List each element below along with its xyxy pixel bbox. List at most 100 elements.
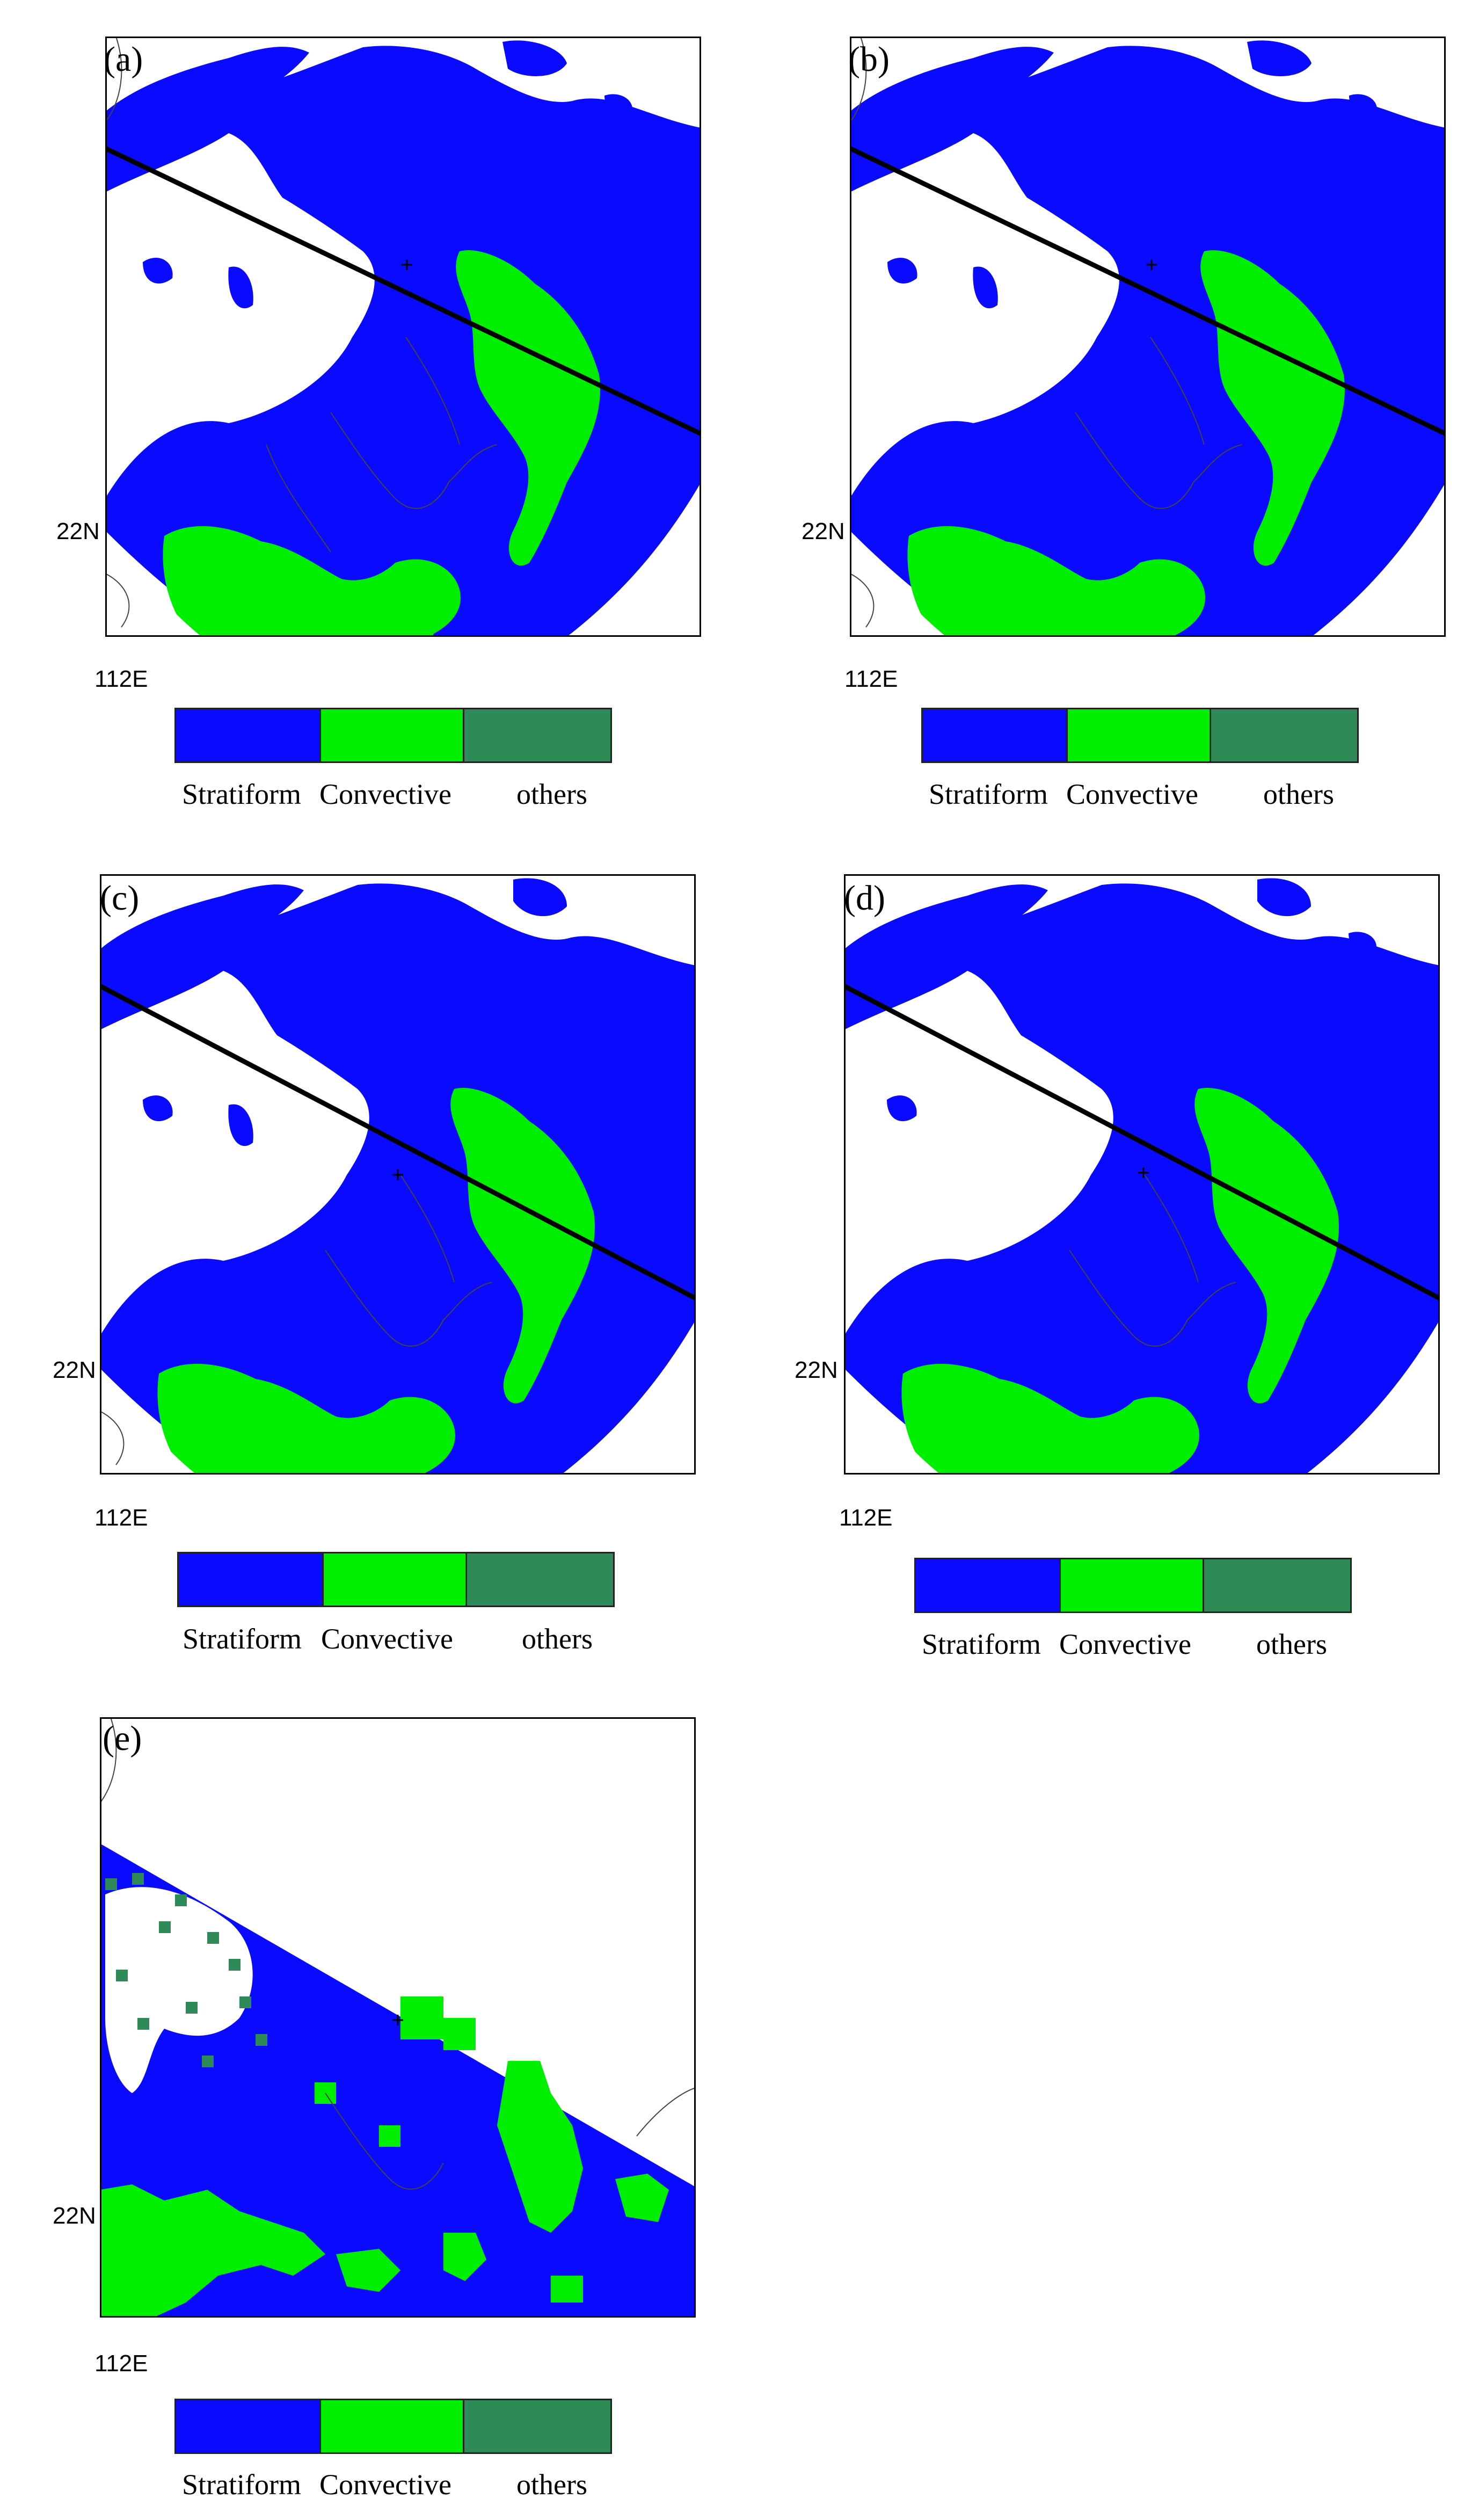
legend-bar <box>174 2399 612 2454</box>
panel-label: (a) <box>104 40 143 79</box>
legend-swatch-others <box>464 709 610 761</box>
radar-center-marker <box>402 259 412 270</box>
stratiform-region <box>604 94 632 117</box>
legend-label-others: others <box>1256 1628 1327 1660</box>
convective-region <box>1194 1088 1339 1404</box>
lon-label: 112E <box>94 666 148 692</box>
legend-labels: Stratiform Convective others <box>921 780 1367 812</box>
legend-swatch-convective <box>1061 1559 1204 1611</box>
legend-label-convective: Convective <box>1059 1628 1191 1660</box>
radar-center-marker <box>1138 1167 1149 1178</box>
legend-label-convective: Convective <box>319 2468 451 2501</box>
lat-label: 22N <box>802 518 845 544</box>
stratiform-region <box>844 884 1048 982</box>
legend-swatch-stratiform <box>179 1553 324 1606</box>
legend-label-others: others <box>516 2468 587 2501</box>
cross-section-line <box>850 146 1446 437</box>
stratiform-region <box>973 266 998 309</box>
legend-label-stratiform: Stratiform <box>183 1623 302 1655</box>
legend-label-others: others <box>516 778 587 810</box>
convective-region <box>907 526 1205 637</box>
radar-center-marker <box>392 2015 403 2025</box>
legend-swatch-others <box>1204 1559 1350 1611</box>
convective-region <box>157 1363 455 1475</box>
panel-label: (c) <box>100 878 140 918</box>
stratiform-region <box>1247 40 1312 76</box>
stratiform-region <box>887 1095 917 1121</box>
outside-radar-area <box>567 482 701 637</box>
map-e <box>100 1717 696 2318</box>
map-frame <box>100 874 696 1475</box>
legend-bar <box>914 1558 1352 1613</box>
lon-label: 112E <box>839 1505 893 1531</box>
stratiform-region <box>1349 94 1377 117</box>
legend-label-stratiform: Stratiform <box>922 1628 1041 1660</box>
coastline <box>100 1717 696 2190</box>
legend-bar <box>174 708 612 763</box>
legend-swatch-convective <box>321 2400 464 2452</box>
map-c <box>100 874 696 1475</box>
convective-region <box>456 250 600 566</box>
coastline <box>850 37 1242 628</box>
stratiform-region <box>228 1104 253 1146</box>
coastline <box>100 1174 492 1465</box>
legend-labels: Stratiform Convective others <box>177 1624 623 1657</box>
map-frame <box>105 37 701 637</box>
legend-bar <box>177 1552 615 1607</box>
map-d <box>844 874 1440 1475</box>
coastline <box>1069 1174 1236 1347</box>
stratiform-region <box>1257 878 1311 917</box>
legend-label-stratiform: Stratiform <box>929 778 1048 810</box>
legend-swatch-others <box>1211 709 1357 761</box>
map-frame <box>850 37 1446 637</box>
convective-region <box>379 609 434 637</box>
stratiform-region <box>143 257 173 284</box>
legend-swatch-others <box>467 1553 613 1606</box>
legend-label-stratiform: Stratiform <box>182 778 301 810</box>
panel-label: (b) <box>848 40 890 79</box>
panel-label: (e) <box>103 1719 142 1758</box>
convective-region <box>1200 250 1345 566</box>
outside-radar-area <box>1312 482 1446 637</box>
convective-region <box>163 526 461 637</box>
legend-label-convective: Convective <box>319 778 451 810</box>
legend-swatch-stratiform <box>176 709 321 761</box>
stratiform-region <box>228 266 253 309</box>
lon-label: 112E <box>844 666 898 692</box>
stratiform-region <box>1349 932 1376 954</box>
map-frame <box>844 874 1440 1475</box>
stratiform-region <box>502 40 567 76</box>
map-frame <box>100 1717 696 2318</box>
others-pixels <box>105 1873 267 2067</box>
stratiform-region <box>143 1095 173 1121</box>
convective-region <box>450 1088 595 1404</box>
outside-radar-area <box>562 1320 696 1475</box>
lat-label: 22N <box>53 2203 96 2229</box>
legend-labels: Stratiform Convective others <box>914 1630 1360 1662</box>
outside-radar-area <box>844 1368 941 1475</box>
stratiform-region <box>887 257 917 284</box>
radar-center-marker <box>1146 259 1157 270</box>
legend-labels: Stratiform Convective others <box>174 780 620 812</box>
legend-swatch-convective <box>324 1553 467 1606</box>
lat-label: 22N <box>56 518 100 544</box>
legend-label-convective: Convective <box>1066 778 1198 810</box>
legend-label-others: others <box>1263 778 1334 810</box>
stratiform-region <box>850 47 1054 144</box>
map-b <box>850 37 1446 637</box>
lat-label: 22N <box>795 1357 838 1383</box>
legend-labels: Stratiform Convective others <box>174 2470 620 2502</box>
legend-swatch-convective <box>1068 709 1211 761</box>
legend-label-convective: Convective <box>321 1623 453 1655</box>
legend-label-stratiform: Stratiform <box>182 2468 301 2501</box>
lon-label: 112E <box>94 1505 148 1531</box>
cross-section-line <box>105 146 701 437</box>
outside-radar-area <box>1306 1320 1440 1475</box>
cross-section-line <box>100 984 696 1301</box>
stratiform-region <box>100 884 304 982</box>
coastline <box>105 37 498 628</box>
legend-swatch-stratiform <box>916 1559 1061 1611</box>
legend-swatch-stratiform <box>176 2400 321 2452</box>
legend-swatch-convective <box>321 709 464 761</box>
legend-bar <box>921 708 1359 763</box>
